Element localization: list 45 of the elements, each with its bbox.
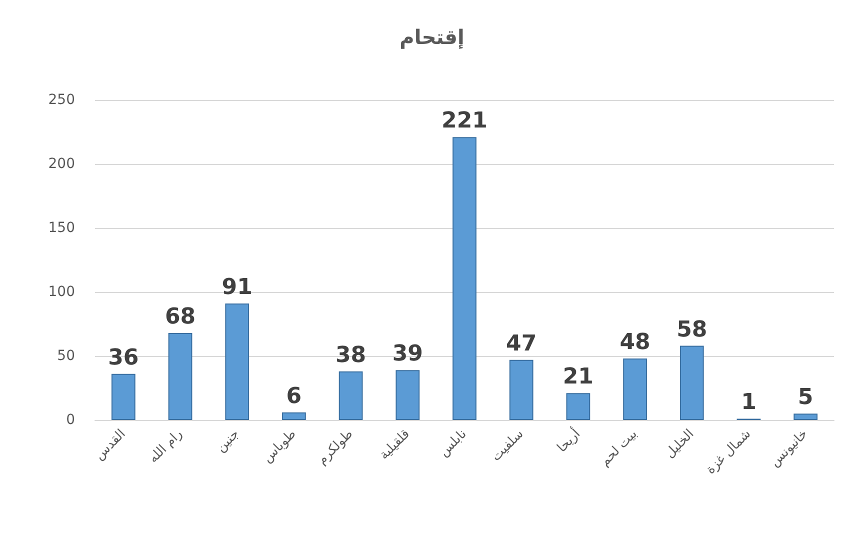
x-tick-label: جنين bbox=[214, 426, 242, 456]
bar bbox=[680, 346, 704, 420]
bar bbox=[282, 412, 306, 420]
bar bbox=[509, 360, 534, 420]
x-tick-label: بيت لحم bbox=[598, 426, 640, 470]
bar bbox=[225, 304, 250, 420]
bar bbox=[623, 358, 647, 420]
data-label: 48 bbox=[620, 330, 650, 356]
data-label: 6 bbox=[286, 384, 302, 409]
y-tick-label: 200 bbox=[48, 156, 75, 172]
x-tick-label: قلقيلية bbox=[376, 426, 413, 463]
y-tick-label: 100 bbox=[48, 284, 75, 300]
bar bbox=[566, 393, 590, 420]
x-tick-label: خانيونس bbox=[767, 426, 811, 470]
bar bbox=[396, 370, 420, 420]
bar bbox=[794, 414, 818, 420]
bar bbox=[111, 374, 136, 420]
data-label: 58 bbox=[676, 317, 708, 342]
y-tick-label: 250 bbox=[48, 92, 75, 108]
x-tick-label: طولكرم bbox=[314, 426, 356, 468]
y-tick-label: 50 bbox=[57, 348, 75, 364]
y-tick-label: 150 bbox=[48, 220, 75, 236]
data-label: 68 bbox=[164, 304, 196, 330]
data-label: 221 bbox=[442, 108, 488, 134]
data-label: 91 bbox=[222, 275, 252, 300]
x-tick-label: أريحا bbox=[553, 425, 584, 456]
data-label: 47 bbox=[506, 331, 537, 356]
y-tick-label: 0 bbox=[66, 412, 75, 428]
data-label: 36 bbox=[108, 345, 139, 370]
x-tick-label: طوباس bbox=[260, 426, 300, 466]
data-label: 21 bbox=[562, 364, 594, 390]
bar bbox=[338, 371, 363, 420]
x-tick-label: الخليل bbox=[662, 426, 698, 462]
x-tick-label: سلفيت bbox=[488, 426, 527, 464]
bar bbox=[168, 332, 192, 420]
x-tick-label: شمال غزة bbox=[703, 426, 754, 478]
chart-title: إقتحام bbox=[400, 25, 464, 49]
data-label: 1 bbox=[741, 390, 756, 416]
x-tick-label: رام الله bbox=[146, 426, 186, 466]
data-label: 39 bbox=[392, 342, 423, 367]
data-label: 38 bbox=[335, 342, 366, 368]
x-tick-label: نابلس bbox=[436, 426, 470, 460]
x-tick-label: القدس bbox=[92, 426, 129, 464]
data-label: 5 bbox=[798, 385, 814, 410]
bar bbox=[452, 137, 476, 420]
